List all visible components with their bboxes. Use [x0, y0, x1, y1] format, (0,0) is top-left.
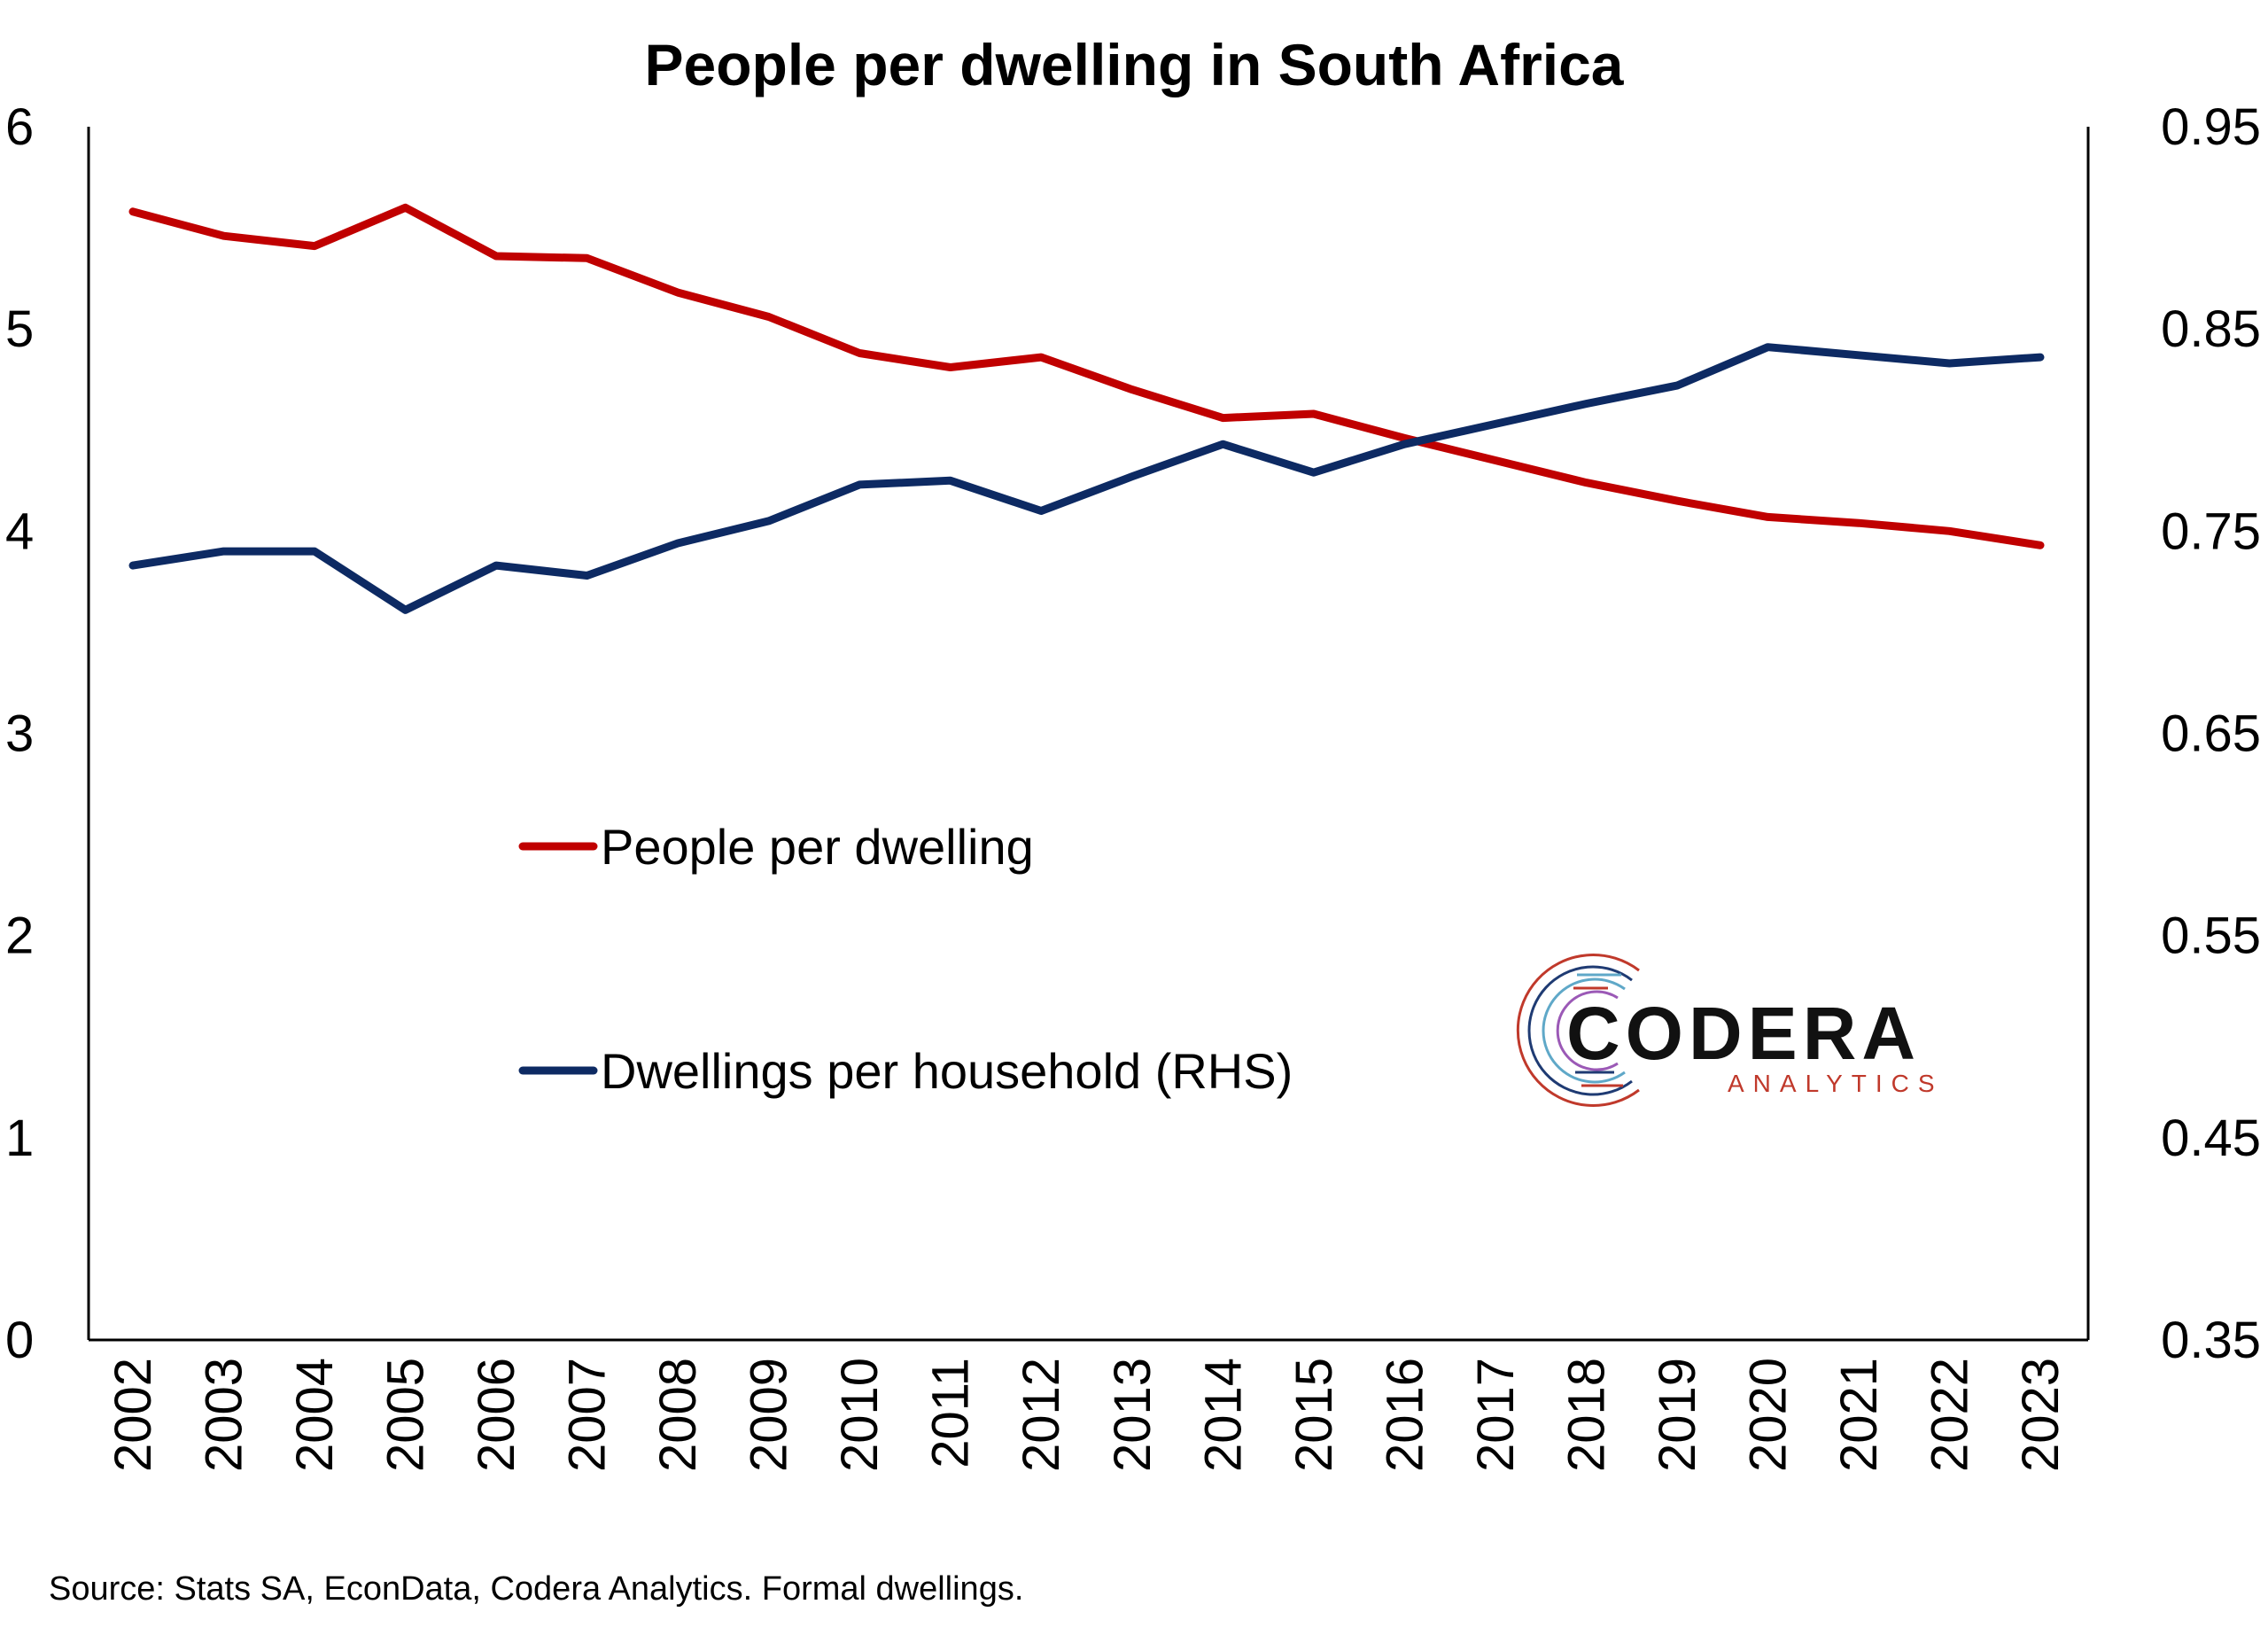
chart-title: People per dwelling in South Africa [644, 32, 1624, 97]
left-tick-label: 1 [5, 1110, 34, 1167]
x-tick-label: 2006 [468, 1358, 525, 1472]
x-tick-label: 2017 [1467, 1358, 1525, 1472]
legend-label-people-per-dwelling: People per dwelling [601, 819, 1034, 875]
left-tick-label: 4 [5, 502, 34, 560]
left-tick-label: 3 [5, 705, 34, 763]
x-tick-label: 2003 [196, 1358, 253, 1472]
x-tick-label: 2019 [1649, 1358, 1706, 1472]
x-tick-label: 2021 [1830, 1358, 1888, 1472]
logo-wordmark: CODERA [1566, 992, 1921, 1075]
x-tick-label: 2016 [1376, 1358, 1433, 1472]
left-tick-label: 2 [5, 907, 34, 965]
left-tick-label: 0 [5, 1312, 34, 1369]
x-tick-label: 2015 [1285, 1358, 1343, 1472]
source-note: Source: Stats SA, EconData, Codera Analy… [49, 1570, 1023, 1608]
x-tick-label: 2004 [286, 1358, 344, 1472]
right-tick-label: 0.85 [2161, 300, 2261, 358]
x-tick-label: 2008 [649, 1358, 707, 1472]
left-axis-ticks: 0 1 2 3 4 5 6 [5, 98, 34, 1369]
x-tick-label: 2013 [1104, 1358, 1161, 1472]
right-tick-label: 0.45 [2161, 1110, 2261, 1167]
codera-logo: CODERA ANALYTICS [1516, 954, 1944, 1107]
left-tick-label: 6 [5, 98, 34, 156]
right-tick-label: 0.35 [2161, 1312, 2261, 1369]
x-tick-label: 2022 [1921, 1358, 1978, 1472]
series-lines [128, 203, 2045, 614]
axes [87, 127, 2090, 1342]
logo-arc-icon [1516, 954, 1640, 1107]
left-tick-label: 5 [5, 300, 34, 358]
logo-tagline: ANALYTICS [1728, 1070, 1944, 1097]
x-tick-label: 2011 [922, 1358, 980, 1468]
x-tick-label: 2009 [741, 1358, 798, 1472]
x-tick-label: 2010 [831, 1358, 889, 1472]
x-tick-label: 2018 [1557, 1358, 1615, 1472]
series-line-people-per-dwelling [128, 203, 2045, 549]
x-tick-label: 2007 [559, 1358, 617, 1472]
x-tick-label: 2023 [2012, 1358, 2070, 1472]
right-axis-ticks: 0.35 0.45 0.55 0.65 0.75 0.85 0.95 [2161, 98, 2261, 1369]
legend: People per dwelling Dwellings per househ… [518, 819, 1293, 1099]
right-tick-label: 0.55 [2161, 907, 2261, 965]
legend-label-dwellings-per-household: Dwellings per household (RHS) [601, 1043, 1293, 1099]
x-tick-label: 2002 [105, 1358, 162, 1472]
x-tick-label: 2012 [1013, 1358, 1070, 1472]
right-tick-label: 0.65 [2161, 705, 2261, 763]
right-tick-label: 0.75 [2161, 502, 2261, 560]
x-tick-label: 2005 [377, 1358, 435, 1472]
x-tick-label: 2020 [1739, 1358, 1797, 1472]
right-tick-label: 0.95 [2161, 98, 2261, 156]
series-line-dwellings-per-household [128, 343, 2045, 614]
x-tick-label: 2014 [1194, 1358, 1252, 1472]
x-axis-ticks: 2002 2003 2004 2005 2006 2007 2008 2009 2010 2011… [105, 1358, 2070, 1472]
